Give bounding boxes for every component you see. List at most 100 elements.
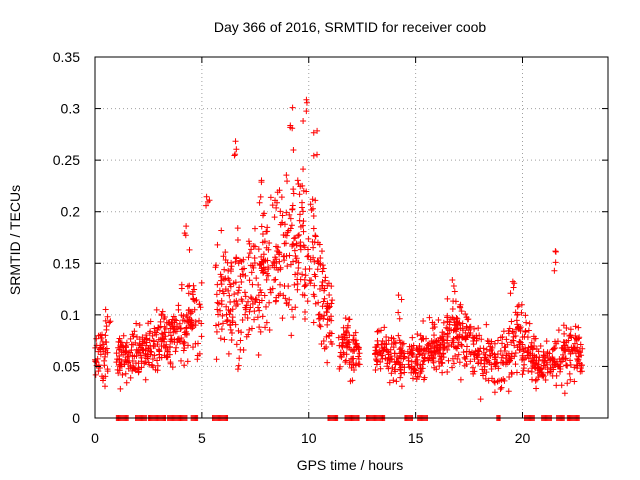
data-point — [524, 347, 531, 354]
data-point — [260, 258, 267, 265]
data-point — [232, 138, 239, 145]
data-point — [246, 240, 253, 247]
data-point — [513, 317, 520, 324]
data-point — [227, 283, 234, 290]
y-axis-label: SRMTID / TECUs — [7, 185, 23, 295]
data-point — [453, 334, 460, 341]
data-point — [178, 312, 185, 319]
data-point — [245, 254, 252, 261]
data-point — [533, 385, 540, 392]
data-point — [218, 326, 225, 333]
x-axis-label: GPS time / hours — [297, 457, 404, 473]
data-point — [129, 331, 136, 338]
data-point — [302, 266, 309, 273]
data-point — [300, 166, 307, 173]
data-point — [224, 259, 231, 266]
data-point — [292, 271, 299, 278]
data-point — [463, 323, 470, 330]
data-point — [227, 268, 234, 275]
data-point — [218, 227, 225, 234]
x-tick-label: 10 — [301, 430, 317, 446]
data-point — [491, 340, 498, 347]
data-point — [526, 320, 533, 327]
data-point — [189, 344, 196, 351]
data-point — [283, 299, 290, 306]
data-point — [133, 320, 140, 327]
data-point — [297, 211, 304, 218]
data-point — [519, 371, 526, 378]
data-point — [566, 370, 573, 377]
data-point — [276, 251, 283, 258]
data-point — [492, 360, 499, 367]
data-point — [418, 336, 425, 343]
data-point — [494, 337, 501, 344]
data-point — [499, 340, 506, 347]
data-point — [454, 319, 461, 326]
data-point — [99, 373, 106, 380]
data-point — [154, 357, 161, 364]
data-point — [317, 254, 324, 261]
data-point — [172, 348, 179, 355]
data-point — [311, 239, 318, 246]
data-point — [296, 217, 303, 224]
data-point — [134, 366, 141, 373]
data-point — [536, 354, 543, 361]
data-point — [213, 356, 220, 363]
data-point — [300, 187, 307, 194]
data-point — [301, 283, 308, 290]
data-point — [308, 277, 315, 284]
data-point — [226, 277, 233, 284]
data-point — [576, 334, 583, 341]
data-point — [503, 358, 510, 365]
data-point — [421, 345, 428, 352]
data-point — [462, 356, 469, 363]
data-point — [176, 320, 183, 327]
data-point — [292, 304, 299, 311]
data-point — [115, 370, 122, 377]
data-point — [551, 338, 558, 345]
data-point — [158, 311, 165, 318]
data-point — [307, 256, 314, 263]
data-point — [151, 342, 158, 349]
data-point — [278, 194, 285, 201]
data-point — [413, 353, 420, 360]
data-point — [520, 348, 527, 355]
data-point — [286, 252, 293, 259]
data-point — [395, 292, 402, 299]
data-point — [181, 230, 188, 237]
data-point — [569, 347, 576, 354]
data-point — [217, 277, 224, 284]
data-point — [218, 281, 225, 288]
data-point — [234, 366, 241, 373]
data-point — [453, 315, 460, 322]
data-point — [164, 353, 171, 360]
data-point — [469, 368, 476, 375]
data-point — [497, 386, 504, 393]
data-point — [408, 349, 415, 356]
data-point — [510, 284, 517, 291]
data-point — [167, 321, 174, 328]
data-point — [549, 346, 556, 353]
data-point — [460, 349, 467, 356]
data-point — [294, 270, 301, 277]
data-point — [561, 347, 568, 354]
data-point — [336, 365, 343, 372]
data-point — [457, 321, 464, 328]
data-point — [284, 229, 291, 236]
data-point — [117, 385, 124, 392]
data-point — [458, 342, 465, 349]
data-point — [450, 335, 457, 342]
data-point — [258, 297, 265, 304]
data-point — [303, 99, 310, 106]
data-point — [255, 292, 262, 299]
data-point — [399, 341, 406, 348]
data-point — [342, 334, 349, 341]
data-point — [567, 326, 574, 333]
data-point — [270, 258, 277, 265]
data-point — [513, 326, 520, 333]
data-point — [458, 308, 465, 315]
data-point — [379, 337, 386, 344]
data-point — [183, 324, 190, 331]
data-point — [252, 243, 259, 250]
